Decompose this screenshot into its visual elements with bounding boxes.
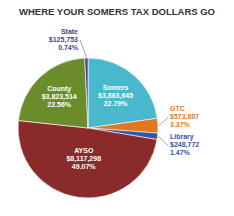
slice-label: County$3,823,51422.56% [42,85,77,108]
data-label: 22.56% [47,101,72,108]
data-label: $3,823,514 [42,93,77,101]
data-label: $3,863,645 [98,92,133,100]
data-label: 3.37% [170,121,191,128]
chart: WHERE YOUR SOMERS TAX DOLLARS GOSomers$3… [0,0,234,216]
slice-label: State$125,7530.74% [49,28,79,51]
data-label: State [61,28,78,35]
title: WHERE YOUR SOMERS TAX DOLLARS GO [19,6,215,17]
slices [18,58,158,198]
data-label: $248,772 [170,141,199,149]
data-label: AYSO [74,147,94,154]
data-label: GTC [170,105,185,112]
leader-line [159,117,168,125]
slice-label: GTC$573,8073.37% [170,105,199,128]
pie-slice [18,58,88,128]
data-label: Somers [103,84,129,91]
leader-line [158,136,168,145]
data-label: 1.47% [170,149,191,156]
data-label: Library [170,133,194,141]
data-label: 22.79% [104,100,129,107]
data-label: County [47,85,71,93]
data-label: $8,117,298 [66,155,101,163]
data-label: $573,807 [170,113,199,121]
data-label: 49.07% [72,163,97,170]
data-label: 0.74% [58,44,79,51]
slice-label: AYSO$8,117,29849.07% [66,147,101,170]
leader-line [80,40,86,57]
slice-label: Library$248,7721.47% [170,133,199,156]
pie-slice [88,58,157,128]
slice-label: Somers$3,863,64522.79% [98,84,133,107]
data-label: $125,753 [49,36,78,44]
pie-slice [18,121,157,198]
pie-slice [85,58,88,128]
